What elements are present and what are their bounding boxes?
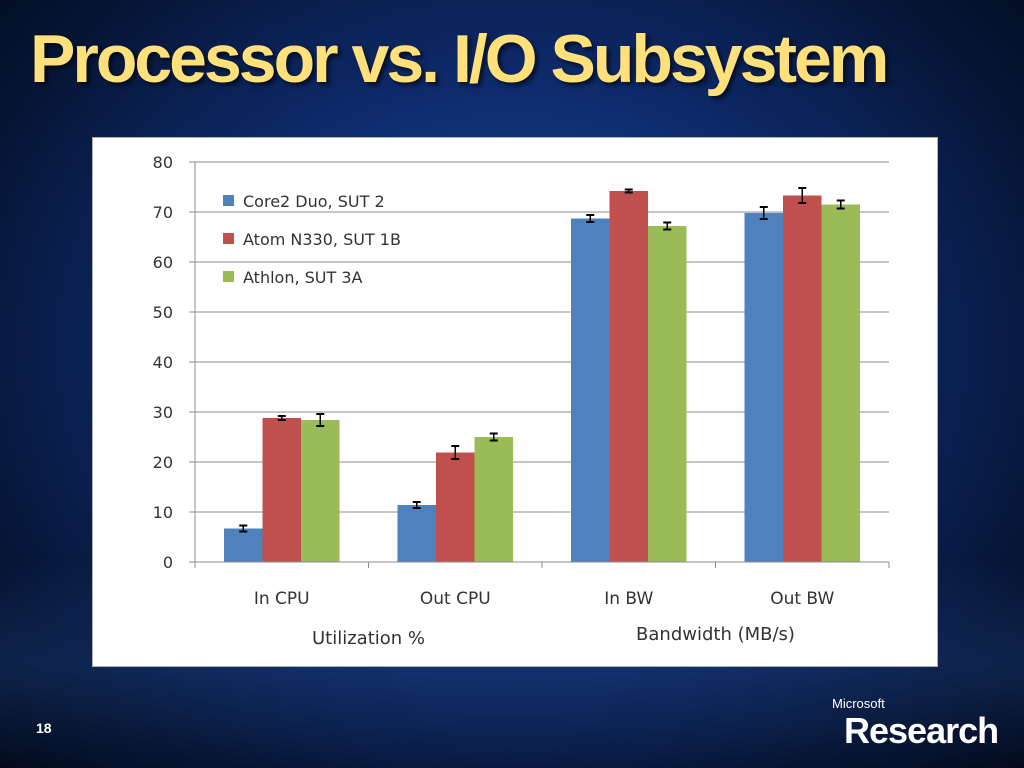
legend-label: Athlon, SUT 3A (243, 268, 363, 287)
legend-swatch (223, 195, 234, 206)
y-tick-label: 20 (153, 453, 173, 472)
y-tick-label: 0 (163, 553, 173, 572)
y-tick-label: 30 (153, 403, 173, 422)
bar (648, 226, 687, 562)
y-tick-label: 40 (153, 353, 173, 372)
bar (397, 505, 436, 562)
y-tick-label: 50 (153, 303, 173, 322)
bar (821, 204, 860, 562)
x-tick-label: In CPU (254, 589, 310, 609)
legend-swatch (223, 233, 234, 244)
slide-title: Processor vs. I/O Subsystem (30, 21, 889, 97)
y-tick-label: 60 (153, 253, 173, 272)
slide-number: 18 (36, 720, 52, 736)
microsoft-research-logo: Microsoft Research (832, 696, 999, 751)
y-tick-label: 70 (153, 203, 173, 222)
bar (474, 437, 513, 562)
y-tick-label: 10 (153, 503, 173, 522)
group-label-utilization: Utilization % (312, 628, 425, 649)
bar (224, 528, 263, 562)
bar-chart: 0 10 20 30 40 50 60 70 80 In CPU Out CPU In BW Out B… (153, 153, 890, 649)
x-tick-label: Out CPU (420, 589, 491, 609)
bar (571, 218, 610, 562)
legend-label: Atom N330, SUT 1B (243, 230, 401, 249)
bar (783, 195, 822, 562)
bar (609, 191, 648, 562)
x-tick-label: Out BW (770, 589, 834, 609)
logo-microsoft-text: Microsoft (832, 696, 885, 711)
logo-research-text: Research (844, 710, 999, 751)
bar (301, 420, 340, 562)
chart-panel: 0 10 20 30 40 50 60 70 80 In CPU Out CPU In BW Out B… (92, 137, 938, 667)
bar (262, 418, 301, 562)
legend-label: Core2 Duo, SUT 2 (243, 192, 385, 211)
legend-swatch (223, 271, 234, 282)
bar (436, 452, 475, 562)
y-tick-label: 80 (153, 153, 173, 172)
bar (744, 213, 783, 562)
group-label-bandwidth: Bandwidth (MB/s) (636, 624, 795, 645)
x-tick-label: In BW (604, 589, 653, 609)
